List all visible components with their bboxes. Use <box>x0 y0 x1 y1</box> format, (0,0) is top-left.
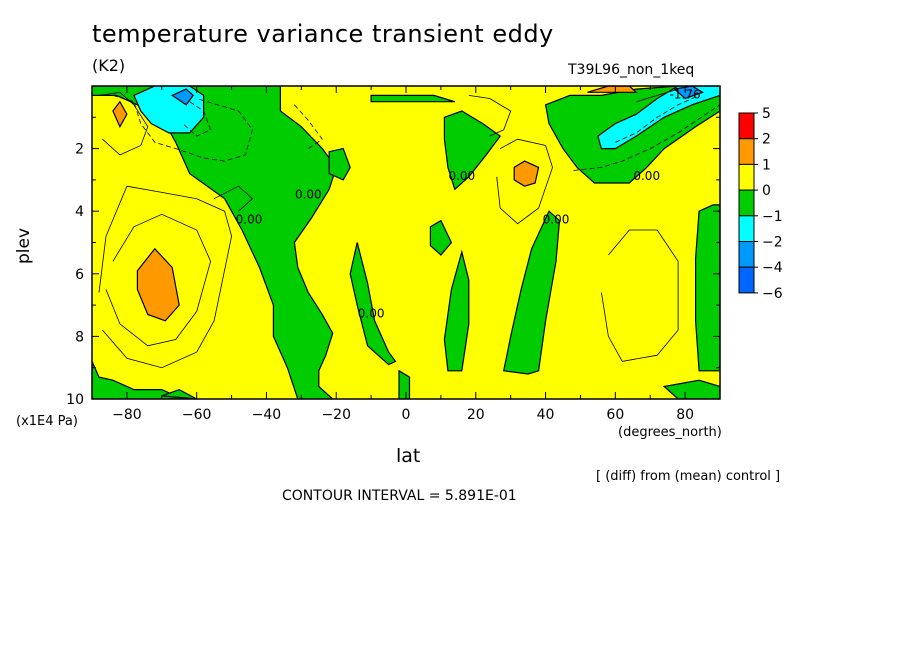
x-tick-label: 40 <box>537 407 555 423</box>
colorbar-label: −1 <box>762 209 783 225</box>
run-label: T39L96_non_1keq <box>568 62 695 78</box>
contour-label: -1.76 <box>670 88 701 102</box>
colorbar-label: 2 <box>762 132 771 148</box>
contour-region <box>170 88 195 106</box>
contour-line <box>468 95 512 137</box>
contour-line <box>105 213 212 347</box>
contour-region <box>398 369 411 399</box>
contour-region <box>662 379 720 399</box>
contour-region <box>92 361 183 399</box>
contour-interval-note: CONTOUR INTERVAL = 5.891E-01 <box>282 488 517 504</box>
chart-units: (K2) <box>92 56 126 75</box>
filled-contours <box>92 86 720 399</box>
colorbar-swatch <box>738 215 755 243</box>
contour-region <box>349 242 397 366</box>
contour-line <box>573 104 720 171</box>
contour-region <box>328 147 351 181</box>
colorbar-label: −2 <box>762 235 783 251</box>
contour-region <box>112 100 128 129</box>
y-tick-label: 2 <box>75 142 84 158</box>
x-axis-units: (degrees_north) <box>618 425 722 440</box>
contour-labels: 0.00 0.00 0.00 0.00 0.00 0.00 -1.76 <box>236 88 701 321</box>
colorbar-label: −4 <box>762 260 783 276</box>
contour-label: 0.00 <box>295 188 322 202</box>
contour-region <box>443 249 470 372</box>
x-tick-label: −60 <box>182 407 212 423</box>
colorbar-swatch <box>738 266 755 294</box>
x-axis-label: lat <box>396 445 421 467</box>
contour-region <box>513 160 540 187</box>
contour-line <box>98 185 233 369</box>
contour-label: 0.00 <box>236 213 263 227</box>
contour-region <box>161 388 197 399</box>
contour-line <box>182 101 212 137</box>
x-tick-label: −40 <box>252 407 282 423</box>
y-tick-label: 8 <box>75 329 84 345</box>
contour-label: 0.00 <box>543 213 570 227</box>
contour-region <box>502 210 561 375</box>
contour-line <box>98 91 149 156</box>
x-tick-label: 60 <box>606 407 624 423</box>
colorbar-swatch <box>738 163 755 191</box>
axes: −80 −60 −40 −20 0 20 40 60 80 2 4 6 8 10 <box>66 85 721 423</box>
colorbar-swatch <box>738 112 755 140</box>
y-axis-units: (x1E4 Pa) <box>16 414 78 429</box>
contour-label: 0.00 <box>358 307 385 321</box>
x-tick-label: 20 <box>467 407 485 423</box>
colorbar-swatch <box>738 138 755 165</box>
y-tick-label: 6 <box>75 267 84 283</box>
colorbar-label: 0 <box>762 183 771 199</box>
x-tick-label: −80 <box>112 407 142 423</box>
contour-line <box>615 95 700 143</box>
colorbar-swatch <box>738 241 755 268</box>
contour-line <box>636 88 679 103</box>
contour-region <box>597 86 720 150</box>
contour-region <box>136 247 180 322</box>
contour-region <box>673 86 705 100</box>
contour-line <box>213 185 254 212</box>
y-tick-label: 4 <box>75 204 84 220</box>
contour-region <box>443 110 502 191</box>
colorbar: 5 2 1 0 −1 −2 −4 −6 <box>738 106 783 302</box>
y-tick-label: 10 <box>66 392 84 408</box>
chart-title: temperature variance transient eddy <box>92 20 554 48</box>
colorbar-label: 5 <box>762 106 771 122</box>
contour-lines <box>98 88 720 369</box>
contour-line <box>601 229 679 362</box>
colorbar-label: −6 <box>762 286 783 302</box>
contour-region <box>694 204 720 372</box>
x-tick-label: 0 <box>402 407 411 423</box>
contour-line <box>294 104 323 149</box>
contour-label: 0.00 <box>633 169 660 183</box>
contour-region <box>429 219 453 256</box>
contour-line <box>112 95 253 162</box>
contour-label: 0.00 <box>448 169 475 183</box>
x-tick-label: 80 <box>676 407 694 423</box>
contour-line <box>496 138 553 225</box>
contour-region <box>587 86 638 93</box>
contour-region <box>370 94 455 103</box>
x-tick-label: −20 <box>321 407 351 423</box>
diff-note: [ (diff) from (mean) control ] <box>596 469 781 484</box>
colorbar-swatch <box>738 189 755 217</box>
colorbar-label: 1 <box>762 157 771 173</box>
